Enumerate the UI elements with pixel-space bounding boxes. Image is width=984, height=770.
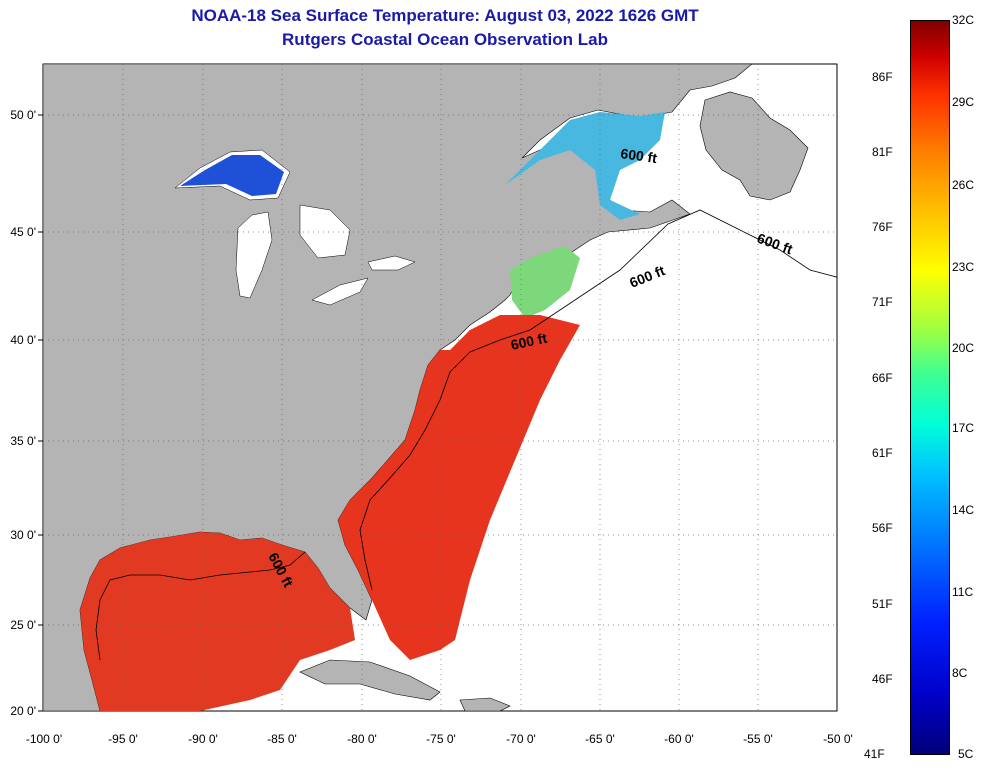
contour-label-1: 600 ft [620, 145, 659, 166]
lon-label-50: -50 0' [823, 732, 853, 746]
colorbar-f-51: 51F [872, 597, 893, 611]
lake-huron [299, 204, 351, 259]
lon-label-95: -95 0' [108, 732, 138, 746]
contour-600ft-gulf [95, 551, 306, 661]
colorbar-f-46: 46F [872, 672, 893, 686]
colorbar-f-86: 86F [872, 70, 893, 84]
lat-label-25: 25 0' [10, 618, 36, 632]
lake-erie [311, 277, 369, 306]
temperature-colorbar [910, 20, 950, 755]
colorbar-c-5: 5C [958, 747, 974, 761]
lat-label-50: 50 0' [10, 108, 36, 122]
colorbar-c-29: 29C [952, 95, 975, 109]
colorbar-f-56: 56F [872, 521, 893, 535]
sst-atlantic [338, 315, 580, 660]
lat-label-40: 40 0' [10, 333, 36, 347]
land-cuba [299, 659, 441, 701]
lon-label-70: -70 0' [506, 732, 536, 746]
lon-label-90: -90 0' [188, 732, 218, 746]
lon-label-80: -80 0' [347, 732, 377, 746]
lon-label-55: -55 0' [743, 732, 773, 746]
lon-label-100: -100 0' [25, 732, 63, 746]
colorbar-c-17: 17C [952, 421, 975, 435]
sst-gulf-maine [510, 246, 580, 318]
lat-label-20: 20 0' [10, 704, 36, 718]
title-line-1: NOAA-18 Sea Surface Temperature: August … [191, 6, 699, 25]
lon-label-65: -65 0' [585, 732, 615, 746]
title-line-2: Rutgers Coastal Ocean Observation Lab [282, 30, 608, 49]
land-hispaniola [459, 697, 511, 711]
lake-michigan [235, 211, 273, 299]
lon-label-60: -60 0' [664, 732, 694, 746]
colorbar-f-61: 61F [872, 446, 893, 460]
colorbar-c-11: 11C [952, 585, 974, 599]
lake-ontario [367, 255, 416, 271]
lat-label-45: 45 0' [10, 225, 36, 239]
colorbar-c-26: 26C [952, 178, 975, 192]
colorbar-c-8: 8C [952, 666, 968, 680]
contour-label-4: 600 ft [509, 330, 548, 353]
lat-label-30: 30 0' [10, 528, 36, 542]
colorbar-f-41: 41F [864, 747, 885, 761]
contour-600ft [359, 209, 837, 591]
lon-label-85: -85 0' [267, 732, 297, 746]
colorbar-f-66: 66F [872, 371, 893, 385]
colorbar-f-81: 81F [872, 145, 893, 159]
colorbar-c-20: 20C [952, 341, 975, 355]
sst-lake-superior [180, 155, 284, 196]
sst-st-lawrence [505, 112, 665, 220]
lon-label-75: -75 0' [426, 732, 456, 746]
colorbar-c-23: 23C [952, 260, 975, 274]
sst-gulf-mexico [80, 532, 355, 711]
colorbar-c-14: 14C [952, 503, 975, 517]
colorbar-f-71: 71F [872, 295, 893, 309]
colorbar-f-76: 76F [872, 220, 893, 234]
lat-label-35: 35 0' [10, 434, 36, 448]
colorbar-c-32: 32C [952, 13, 975, 27]
